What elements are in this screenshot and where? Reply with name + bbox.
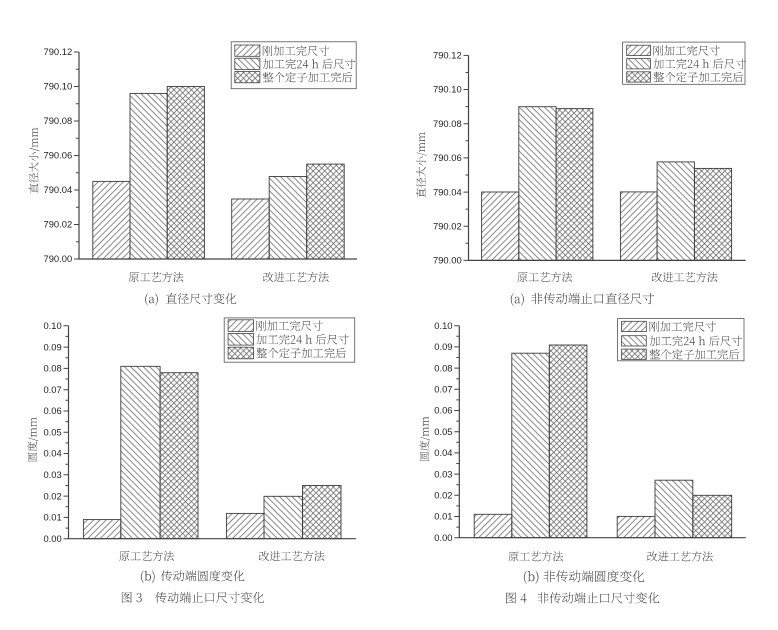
svg-text:0.10: 0.10 <box>434 320 452 331</box>
svg-text:790.02: 790.02 <box>433 220 462 231</box>
svg-text:790.02: 790.02 <box>44 219 73 230</box>
svg-text:790.12: 790.12 <box>433 50 462 61</box>
svg-text:0.06: 0.06 <box>434 405 452 416</box>
svg-text:0.08: 0.08 <box>434 362 452 373</box>
svg-text:0.10: 0.10 <box>43 320 61 331</box>
svg-text:790.00: 790.00 <box>433 255 462 266</box>
svg-text:790.08: 790.08 <box>44 115 73 126</box>
svg-text:0.09: 0.09 <box>43 341 61 352</box>
svg-text:0.03: 0.03 <box>434 468 452 479</box>
svg-text:790.06: 790.06 <box>44 150 73 161</box>
svg-text:0.08: 0.08 <box>43 363 61 374</box>
svg-text:0.07: 0.07 <box>434 384 452 395</box>
svg-text:0.09: 0.09 <box>434 341 452 352</box>
svg-text:790.10: 790.10 <box>433 84 462 95</box>
svg-text:0.00: 0.00 <box>434 532 452 543</box>
svg-text:0.02: 0.02 <box>434 490 452 501</box>
svg-text:0.00: 0.00 <box>43 533 61 544</box>
svg-text:790.06: 790.06 <box>433 152 462 163</box>
svg-text:0.04: 0.04 <box>43 448 61 459</box>
svg-text:0.05: 0.05 <box>434 426 452 437</box>
svg-text:0.01: 0.01 <box>434 511 452 522</box>
svg-text:0.01: 0.01 <box>43 512 61 523</box>
svg-text:0.05: 0.05 <box>43 427 61 438</box>
svg-text:790.04: 790.04 <box>44 184 73 195</box>
svg-text:0.07: 0.07 <box>43 384 61 395</box>
svg-text:790.10: 790.10 <box>44 81 73 92</box>
svg-text:790.04: 790.04 <box>433 186 462 197</box>
svg-text:0.06: 0.06 <box>43 405 61 416</box>
svg-text:0.03: 0.03 <box>43 469 61 480</box>
svg-text:790.00: 790.00 <box>44 253 73 264</box>
svg-text:790.08: 790.08 <box>433 118 462 129</box>
svg-text:790.12: 790.12 <box>44 46 73 57</box>
svg-text:0.04: 0.04 <box>434 447 452 458</box>
svg-text:0.02: 0.02 <box>43 490 61 501</box>
